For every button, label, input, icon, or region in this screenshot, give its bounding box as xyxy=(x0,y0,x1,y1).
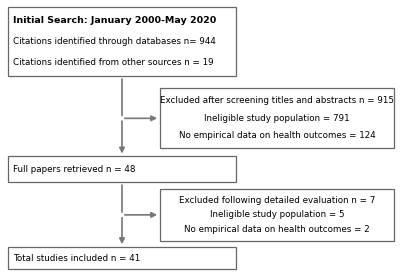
Text: Citations identified through databases n= 944: Citations identified through databases n… xyxy=(13,37,216,46)
FancyBboxPatch shape xyxy=(8,156,236,182)
Text: Excluded following detailed evaluation n = 7: Excluded following detailed evaluation n… xyxy=(179,196,375,205)
Text: Ineligible study population = 5: Ineligible study population = 5 xyxy=(210,210,344,220)
Text: No empirical data on health outcomes = 2: No empirical data on health outcomes = 2 xyxy=(184,225,370,234)
Text: No empirical data on health outcomes = 124: No empirical data on health outcomes = 1… xyxy=(179,131,375,140)
Text: Citations identified from other sources n = 19: Citations identified from other sources … xyxy=(13,58,214,67)
FancyBboxPatch shape xyxy=(160,88,394,148)
Text: Excluded after screening titles and abstracts n = 915: Excluded after screening titles and abst… xyxy=(160,96,394,105)
Text: Full papers retrieved n = 48: Full papers retrieved n = 48 xyxy=(13,165,135,174)
FancyBboxPatch shape xyxy=(160,189,394,241)
Text: Initial Search: January 2000-May 2020: Initial Search: January 2000-May 2020 xyxy=(13,16,216,25)
FancyBboxPatch shape xyxy=(8,7,236,76)
Text: Ineligible study population = 791: Ineligible study population = 791 xyxy=(204,114,350,123)
Text: Total studies included n = 41: Total studies included n = 41 xyxy=(13,254,140,263)
FancyBboxPatch shape xyxy=(8,247,236,269)
